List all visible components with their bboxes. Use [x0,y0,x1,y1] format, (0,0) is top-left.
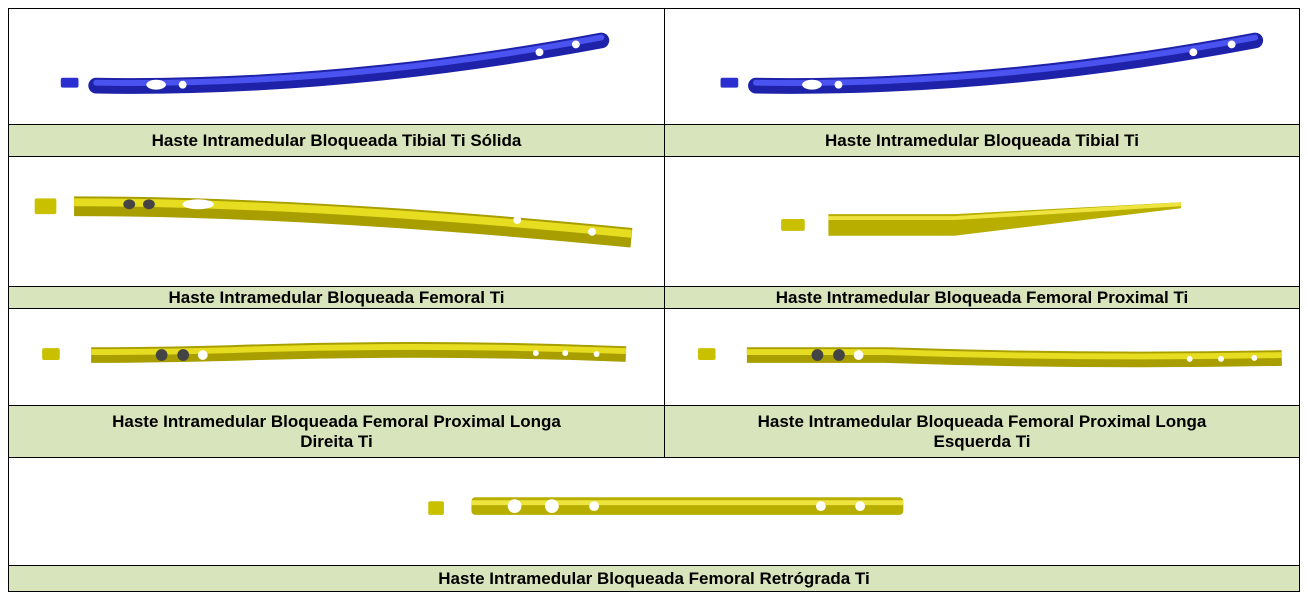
caption-cell: Haste Intramedular Bloqueada Tibial Ti [664,124,1300,157]
product-image [664,308,1300,406]
caption: Haste Intramedular Bloqueada Tibial Ti S… [151,130,522,150]
rod-drawing [720,32,1264,94]
caption: Haste Intramedular Bloqueada Femoral Pro… [757,411,1207,451]
rod-drawing [42,342,627,363]
rod-drawing [34,196,633,248]
product-image [664,8,1300,125]
caption-cell: Haste Intramedular Bloqueada Tibial Ti S… [8,124,665,157]
caption: Haste Intramedular Bloqueada Tibial Ti [825,130,1139,150]
rod-drawing [428,497,904,515]
caption: Haste Intramedular Bloqueada Femoral Pro… [775,287,1189,307]
product-image [664,156,1300,287]
product-image [8,457,1300,566]
caption-cell: Haste Intramedular Bloqueada Femoral Pro… [8,405,665,458]
caption-cell: Haste Intramedular Bloqueada Femoral Ti [8,286,665,309]
product-image [8,156,665,287]
rod-drawing [781,202,1182,236]
caption: Haste Intramedular Bloqueada Femoral Pro… [112,411,561,451]
rod-drawing [60,32,610,94]
rod-drawing [697,347,1282,368]
caption-cell: Haste Intramedular Bloqueada Femoral Pro… [664,286,1300,309]
caption: Haste Intramedular Bloqueada Femoral Ti [168,287,505,307]
caption: Haste Intramedular Bloqueada Femoral Ret… [438,568,870,588]
caption-cell: Haste Intramedular Bloqueada Femoral Ret… [8,565,1300,592]
product-image [8,8,665,125]
caption-cell: Haste Intramedular Bloqueada Femoral Pro… [664,405,1300,458]
product-image [8,308,665,406]
